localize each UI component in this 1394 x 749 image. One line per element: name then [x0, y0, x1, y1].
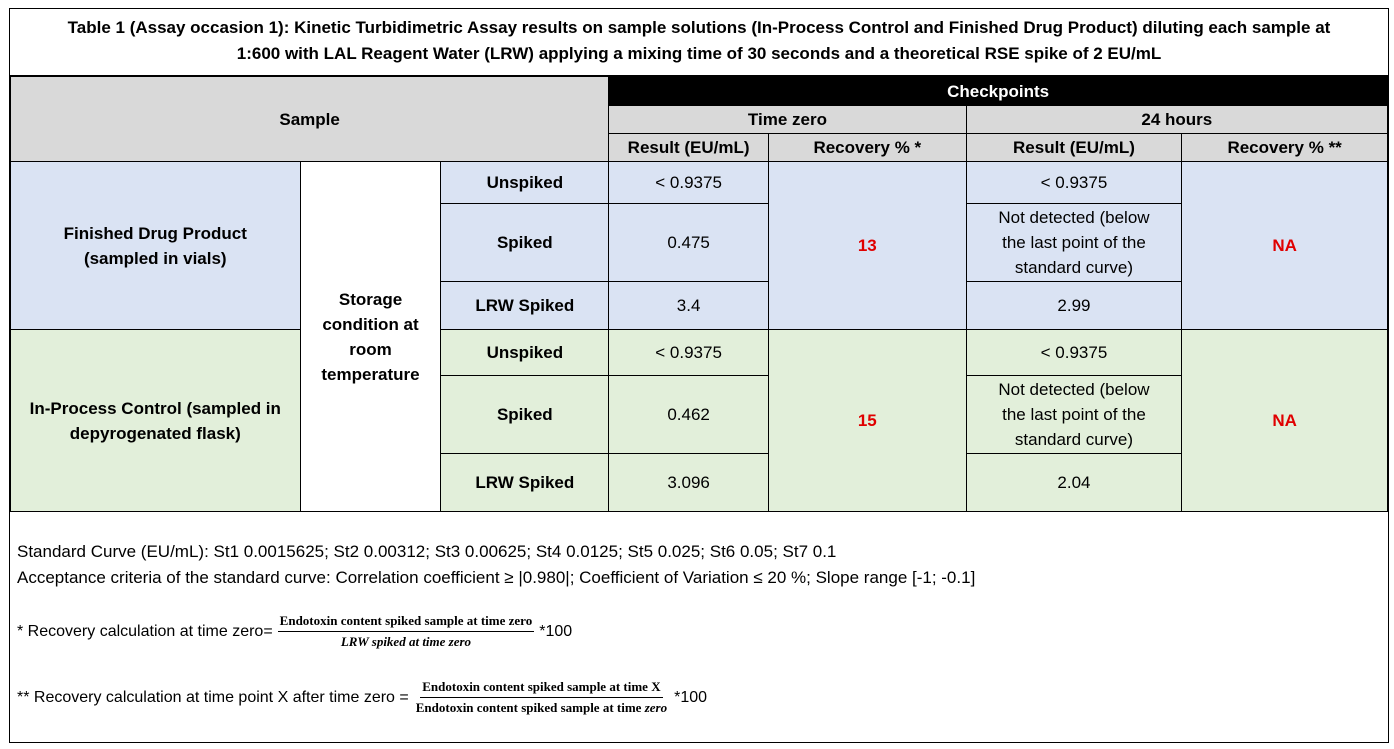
recovery-header-t0: Recovery % * — [767, 133, 967, 162]
result-t0-cell: 0.475 — [608, 203, 769, 282]
checkpoints-header: Checkpoints — [608, 76, 1388, 106]
results-table: Sample Checkpoints Time zero 24 hours Re… — [9, 76, 1389, 512]
row-label: Unspiked — [440, 329, 610, 376]
table-frame: Table 1 (Assay occasion 1): Kinetic Turb… — [9, 8, 1389, 743]
storage-condition: Storage condition at room temperature — [299, 161, 442, 512]
cell-line: standard curve) — [1014, 430, 1134, 449]
formula-fraction: Endotoxin content spiked sample at time … — [277, 613, 535, 650]
cell-line: the last point of the — [1002, 233, 1146, 252]
recovery-24h-value: NA — [1181, 329, 1388, 512]
result-t0-cell: 3.096 — [608, 453, 769, 512]
time-zero-header: Time zero — [608, 105, 967, 134]
result-header-t0: Result (EU/mL) — [608, 133, 769, 162]
cell-line: the last point of the — [1002, 405, 1146, 424]
result-24h-cell: Not detected (below the last point of th… — [965, 375, 1183, 454]
result-t0-cell: 0.462 — [608, 375, 769, 454]
result-t0-cell: < 0.9375 — [608, 329, 769, 376]
result-24h-cell: Not detected (below the last point of th… — [965, 203, 1183, 282]
formula-numerator: Endotoxin content spiked sample at time … — [277, 613, 535, 632]
recovery-t0-value: 15 — [767, 329, 967, 512]
result-header-24h: Result (EU/mL) — [965, 133, 1183, 162]
storage-line: temperature — [321, 364, 420, 384]
sample-header: Sample — [9, 76, 610, 162]
recovery-header-24h: Recovery % ** — [1181, 133, 1388, 162]
title-line-1: Table 1 (Assay occasion 1): Kinetic Turb… — [67, 18, 1331, 37]
formula-suffix: *100 — [674, 688, 708, 706]
standard-curve-note: Standard Curve (EU/mL): St1 0.0015625; S… — [17, 542, 837, 561]
recovery-24h-value: NA — [1181, 161, 1388, 330]
result-t0-cell: < 0.9375 — [608, 161, 769, 204]
title-line-2: 1:600 with LAL Reagent Water (LRW) apply… — [236, 44, 1162, 63]
result-24h-cell: < 0.9375 — [965, 329, 1183, 376]
cell-line: Not detected (below — [998, 208, 1150, 227]
sample-name-line: In-Process Control (sampled in — [29, 398, 281, 418]
recovery-t0-value: 13 — [767, 161, 967, 330]
sample-name-line: (sampled in vials) — [83, 248, 227, 268]
formula-suffix: *100 — [539, 622, 573, 640]
storage-line: condition at — [322, 314, 419, 334]
cell-line: Not detected (below — [998, 380, 1150, 399]
row-label: LRW Spiked — [440, 453, 610, 512]
row-label: Spiked — [440, 203, 610, 282]
formula-denominator: Endotoxin content spiked sample at time … — [414, 698, 669, 716]
notes-section: Standard Curve (EU/mL): St1 0.0015625; S… — [17, 539, 1377, 591]
hours-24-header: 24 hours — [965, 105, 1389, 134]
result-t0-cell: 3.4 — [608, 281, 769, 330]
row-label: Spiked — [440, 375, 610, 454]
result-24h-cell: 2.99 — [965, 281, 1183, 330]
sample-name-finished-drug-product: Finished Drug Product (sampled in vials) — [10, 161, 301, 330]
formula-denominator: LRW spiked at time zero — [340, 634, 472, 649]
row-label: Unspiked — [440, 161, 610, 204]
storage-line: room — [349, 339, 392, 359]
cell-line: standard curve) — [1014, 258, 1134, 277]
sample-name-line: Finished Drug Product — [63, 223, 247, 243]
sample-name-line: depyrogenated flask) — [69, 423, 241, 443]
formula-denominator-text: Endotoxin content spiked sample at time — [415, 700, 645, 715]
table-title: Table 1 (Assay occasion 1): Kinetic Turb… — [10, 9, 1388, 76]
formula-denominator-italic: zero — [644, 700, 668, 715]
sample-name-in-process-control: In-Process Control (sampled in depyrogen… — [10, 329, 301, 512]
formula-recovery-time-zero: * Recovery calculation at time zero= End… — [17, 613, 572, 650]
acceptance-criteria-note: Acceptance criteria of the standard curv… — [17, 568, 976, 587]
storage-line: Storage — [338, 289, 403, 309]
row-label: LRW Spiked — [440, 281, 610, 330]
formula-prefix: * Recovery calculation at time zero= — [17, 622, 273, 640]
formula-numerator: Endotoxin content spiked sample at time … — [420, 679, 663, 698]
formula-recovery-time-x: ** Recovery calculation at time point X … — [17, 679, 707, 716]
result-24h-cell: < 0.9375 — [965, 161, 1183, 204]
formula-prefix: ** Recovery calculation at time point X … — [17, 688, 409, 706]
result-24h-cell: 2.04 — [965, 453, 1183, 512]
formula-fraction: Endotoxin content spiked sample at time … — [414, 679, 669, 716]
